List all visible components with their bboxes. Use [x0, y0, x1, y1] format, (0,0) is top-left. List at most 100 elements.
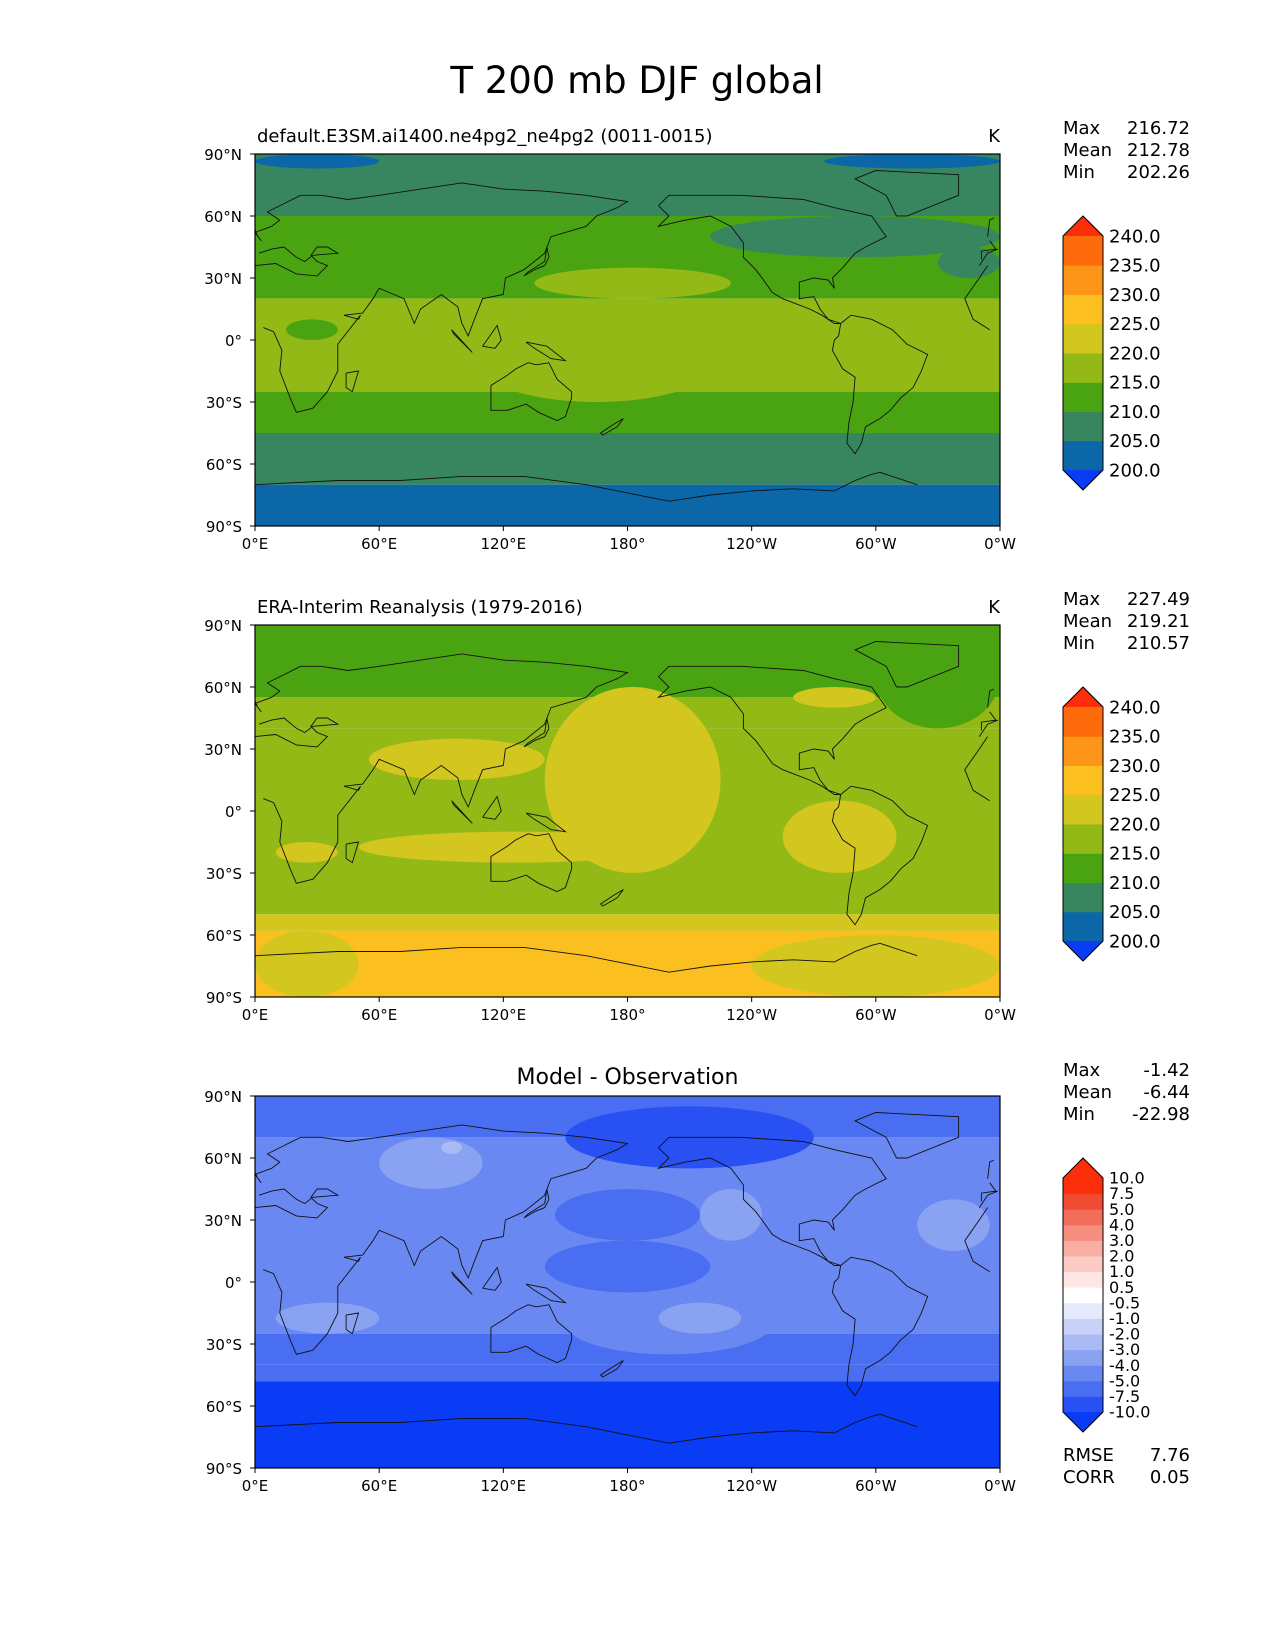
coastline [523, 246, 550, 277]
colorbar-bin [1063, 1271, 1103, 1288]
colorbar-bin [1063, 323, 1103, 354]
colorbar-label: 4.0 [1109, 1215, 1134, 1234]
contour-region [275, 1302, 380, 1334]
coastline [451, 1271, 473, 1295]
stat-value: -1.42 [1143, 1060, 1190, 1081]
panel-test: 0°E 60°E 120°E 180° 120°W 60°W 0°W 90°N 60°N 30°N… [204, 118, 1190, 553]
x-tick-label: 180° [609, 1477, 645, 1495]
stat-value: -6.44 [1143, 1082, 1190, 1103]
colorbar-label: 0.5 [1109, 1278, 1134, 1297]
stat-value: 227.49 [1127, 589, 1190, 610]
y-tick-label: 90°N [204, 146, 242, 164]
coastline [482, 1266, 502, 1291]
colorbar-label: -2.0 [1109, 1325, 1140, 1344]
coastline [523, 1188, 550, 1219]
colorbar-extend-min [1063, 1412, 1103, 1432]
x-tick-label: 0°W [984, 1477, 1016, 1495]
colorbar-label: -3.0 [1109, 1340, 1140, 1359]
contour-region [544, 687, 721, 873]
coastline [490, 362, 573, 422]
colorbar-bin [1063, 765, 1103, 796]
y-tick-label: 30°N [204, 1212, 242, 1230]
coastline [255, 942, 918, 973]
coastline [831, 785, 929, 926]
x-tick-label: 60°W [855, 1006, 897, 1024]
colorbar-bin [1063, 882, 1103, 913]
colorbar-label: -10.0 [1109, 1403, 1150, 1422]
colorbar-label: 205.0 [1109, 902, 1161, 923]
coastline [657, 194, 887, 324]
colorbar-label: 210.0 [1109, 402, 1161, 423]
colorbar-extend-max [1063, 687, 1103, 707]
colorbar-label: -5.0 [1109, 1371, 1140, 1390]
stat-label: Max [1063, 118, 1101, 139]
y-tick-label: 0° [225, 803, 242, 821]
stat-label: Mean [1063, 611, 1112, 632]
colorbar-bin [1063, 1240, 1103, 1257]
colorbar-label: 210.0 [1109, 873, 1161, 894]
coastline [657, 1136, 887, 1266]
colorbar-label: 215.0 [1109, 373, 1161, 394]
zonal-band [255, 433, 1000, 485]
contour-region [793, 687, 876, 708]
zonal-band [255, 1364, 1000, 1382]
y-tick-label: 90°S [206, 989, 242, 1007]
colorbar-label: 3.0 [1109, 1231, 1134, 1250]
colorbar-bin [1063, 824, 1103, 854]
colorbar-label: -0.5 [1109, 1293, 1140, 1312]
colorbar-label: 215.0 [1109, 844, 1161, 865]
coastline [525, 812, 568, 833]
y-tick-label: 60°N [204, 1150, 242, 1168]
x-tick-label: 0°E [242, 1477, 269, 1495]
stat-label: Max [1063, 589, 1101, 610]
x-tick-label: 0°W [984, 535, 1016, 553]
stat-label: RMSE [1063, 1445, 1114, 1466]
colorbar-bin [1063, 794, 1103, 825]
panel-units: K [988, 597, 1001, 618]
colorbar-bin [1063, 1380, 1103, 1397]
coastline [255, 471, 918, 502]
coastline [854, 170, 960, 217]
panel-title: default.E3SM.ai1400.ne4pg2_ne4pg2 (0011-… [257, 126, 712, 147]
coastline [657, 665, 887, 795]
x-tick-label: 120°E [481, 535, 527, 553]
y-tick-label: 30°S [206, 1336, 242, 1354]
contour-region [658, 1302, 742, 1334]
colorbar-label: 5.0 [1109, 1200, 1134, 1219]
contour-region [782, 800, 897, 873]
colorbar-bin [1063, 294, 1103, 325]
colorbar-bin [1063, 1349, 1103, 1366]
colorbar-label: 225.0 [1109, 785, 1161, 806]
contour-region [917, 1199, 990, 1251]
colorbar-extend-min [1063, 941, 1103, 961]
stat-label: Min [1063, 162, 1095, 183]
colorbar-extend-max [1063, 1158, 1103, 1178]
coastline [525, 341, 568, 362]
colorbar-label: 230.0 [1109, 285, 1161, 306]
zonal-band [255, 1381, 1000, 1468]
contour-region [710, 216, 1000, 258]
coastline [255, 182, 999, 413]
contour-region [368, 738, 545, 780]
y-tick-label: 60°S [206, 456, 242, 474]
coastline [831, 1256, 929, 1397]
coastline [255, 1413, 918, 1444]
stat-value: 7.76 [1150, 1445, 1190, 1466]
stat-label: Mean [1063, 1082, 1112, 1103]
colorbar-label: 235.0 [1109, 727, 1161, 748]
contour-region [534, 267, 731, 299]
zonal-band [255, 914, 1000, 931]
coastline [831, 314, 929, 455]
x-tick-label: 180° [609, 535, 645, 553]
contour-region [255, 154, 380, 169]
coastline [345, 841, 360, 864]
colorbar-bin [1063, 1224, 1103, 1241]
x-tick-label: 120°E [481, 1006, 527, 1024]
colorbar-label: 205.0 [1109, 431, 1161, 452]
coastline [451, 800, 473, 824]
contour-region [544, 1240, 711, 1293]
coastline [345, 1312, 360, 1335]
zonal-band [255, 484, 1000, 526]
coastline [523, 717, 550, 748]
colorbar: 10.07.55.04.03.02.01.00.5-0.5-1.0-2.0-3.… [1062, 1157, 1150, 1433]
